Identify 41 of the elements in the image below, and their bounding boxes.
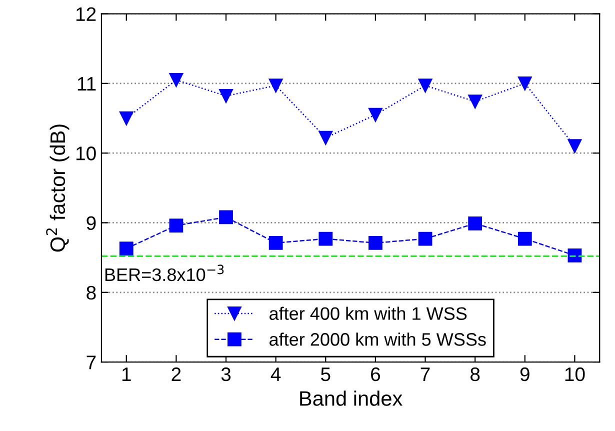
x-axis-title: Band index	[300, 390, 402, 406]
point	[518, 232, 532, 246]
point	[368, 236, 382, 250]
point	[318, 130, 333, 145]
point	[268, 78, 283, 92]
x-tick-label: 1	[122, 368, 131, 381]
y-tick-label: 7	[86, 356, 96, 370]
legend-label: after 400 km with 1 WSS	[270, 306, 467, 320]
point	[418, 232, 432, 246]
x-tick-label: 8	[470, 367, 480, 382]
point	[468, 216, 482, 230]
legend-label: after 2000 km with 5 WSSs	[270, 332, 486, 346]
point	[169, 218, 184, 232]
point	[568, 139, 582, 154]
point	[119, 111, 134, 126]
x-tick-label: 9	[520, 367, 530, 382]
y-tick-label: 11	[78, 77, 96, 90]
point	[318, 232, 333, 246]
x-tick-label: 2	[172, 367, 181, 381]
annotation: BER=3.8x10$^{−3}$	[105, 264, 224, 282]
point	[368, 108, 382, 122]
x-tick-label: 3	[221, 367, 231, 382]
point	[169, 73, 184, 87]
x-tick-label: 7	[420, 368, 430, 381]
x-tick-label: 5	[321, 368, 330, 382]
point	[219, 89, 233, 103]
x-tick-label: 10	[565, 367, 585, 382]
point	[268, 236, 283, 250]
x-tick-label: 4	[270, 368, 281, 381]
point	[119, 242, 134, 256]
y-axis-title: Q$^{2}$ factor (dB)	[46, 124, 70, 252]
point	[219, 210, 233, 224]
x-tick-label: 6	[371, 367, 380, 382]
point	[418, 78, 432, 92]
point	[468, 94, 482, 108]
point	[518, 76, 532, 90]
y-tick-label: 12	[76, 7, 96, 21]
y-tick-label: 10	[76, 146, 96, 160]
y-tick-label: 9	[86, 216, 96, 230]
y-tick-label: 8	[86, 286, 96, 300]
point	[568, 248, 582, 262]
